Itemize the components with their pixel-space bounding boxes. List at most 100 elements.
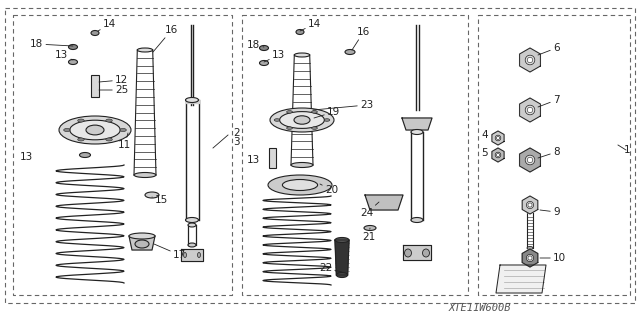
Ellipse shape [287,111,292,113]
Ellipse shape [70,120,120,140]
Ellipse shape [186,218,198,222]
Text: 20: 20 [320,184,338,195]
Ellipse shape [287,127,292,130]
Ellipse shape [129,233,155,239]
Ellipse shape [527,157,532,163]
Ellipse shape [79,152,90,158]
Ellipse shape [270,108,334,132]
Ellipse shape [526,201,534,209]
Polygon shape [365,195,403,210]
Ellipse shape [528,256,532,260]
Ellipse shape [525,55,535,65]
Ellipse shape [188,243,196,247]
Polygon shape [402,118,432,130]
Ellipse shape [411,130,423,135]
Ellipse shape [296,29,304,34]
Ellipse shape [337,272,348,278]
Ellipse shape [527,107,532,113]
Ellipse shape [527,247,533,249]
Ellipse shape [525,155,535,165]
Polygon shape [492,131,504,145]
Text: 14: 14 [98,19,116,31]
Text: 18: 18 [247,40,264,50]
Ellipse shape [527,57,532,63]
Polygon shape [520,148,540,172]
Ellipse shape [59,116,131,144]
Ellipse shape [186,98,198,102]
Ellipse shape [259,61,269,65]
Ellipse shape [68,60,77,64]
Ellipse shape [422,249,429,257]
Ellipse shape [259,46,269,50]
Ellipse shape [294,53,310,57]
Text: 1: 1 [623,145,630,155]
Ellipse shape [345,49,355,55]
Ellipse shape [64,129,70,131]
Polygon shape [129,236,155,250]
Ellipse shape [145,192,159,198]
Text: 25: 25 [99,85,128,95]
Bar [91,75,99,97]
Polygon shape [193,100,198,103]
Ellipse shape [364,226,376,231]
Text: 8: 8 [538,147,559,158]
Ellipse shape [134,173,156,177]
Polygon shape [522,249,538,267]
Polygon shape [335,240,349,275]
Ellipse shape [268,175,332,195]
Text: 13: 13 [264,50,285,62]
Text: 24: 24 [360,202,379,218]
Ellipse shape [495,152,501,158]
Text: 16: 16 [352,27,371,50]
Ellipse shape [411,218,423,222]
Ellipse shape [526,254,534,262]
Ellipse shape [106,138,112,141]
Ellipse shape [497,153,500,157]
Ellipse shape [77,119,84,122]
Polygon shape [492,148,504,162]
Ellipse shape [312,111,317,113]
Text: 2: 2 [233,128,239,138]
Ellipse shape [77,138,84,141]
Text: XTE11W600B: XTE11W600B [449,303,511,313]
Polygon shape [496,265,546,293]
Ellipse shape [525,105,535,115]
Ellipse shape [324,119,330,121]
Ellipse shape [404,249,412,257]
Ellipse shape [497,137,500,140]
Ellipse shape [291,162,313,167]
Ellipse shape [86,125,104,135]
Ellipse shape [495,135,501,141]
Text: 7: 7 [538,95,559,107]
Text: 18: 18 [30,39,73,49]
Text: 11: 11 [118,133,131,150]
Text: 13: 13 [247,155,260,165]
Text: 23: 23 [313,100,373,110]
Text: 5: 5 [481,148,488,158]
Polygon shape [186,100,191,103]
Ellipse shape [528,203,532,207]
Polygon shape [522,196,538,214]
Polygon shape [520,98,540,122]
Text: 12: 12 [99,75,128,85]
Polygon shape [403,245,431,260]
Ellipse shape [312,127,317,130]
Ellipse shape [188,223,196,227]
Text: 13: 13 [55,50,73,60]
Ellipse shape [120,129,126,131]
Polygon shape [520,48,540,72]
Ellipse shape [138,48,153,52]
Text: 17: 17 [154,244,186,260]
Text: 15: 15 [152,195,168,205]
Ellipse shape [91,31,99,35]
Ellipse shape [198,253,200,257]
Bar [269,148,276,168]
Text: 14: 14 [300,19,321,31]
Ellipse shape [184,253,186,257]
Ellipse shape [68,44,77,49]
Ellipse shape [106,119,112,122]
Text: 3: 3 [233,137,239,147]
Text: 9: 9 [540,207,559,217]
Ellipse shape [274,119,280,121]
Text: 13: 13 [20,152,33,162]
